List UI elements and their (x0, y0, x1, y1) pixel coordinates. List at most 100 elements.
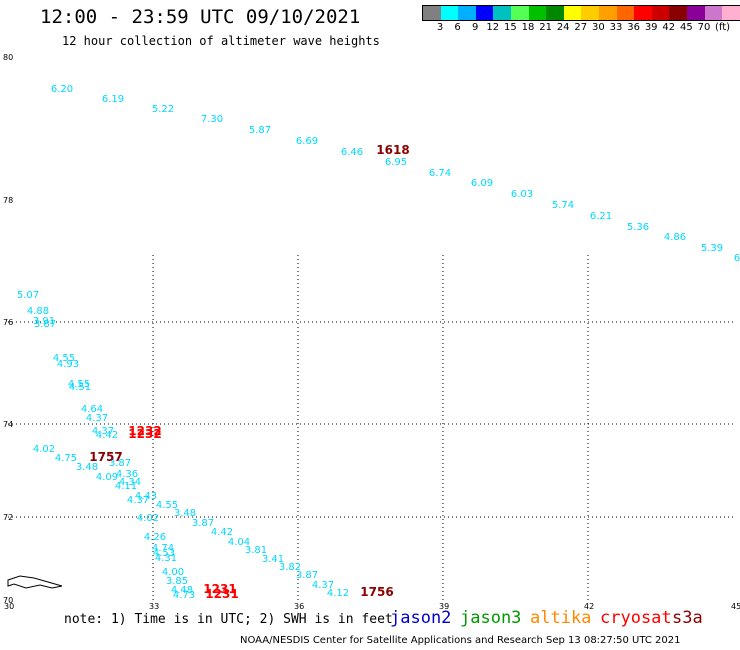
wave-height-label: 4.11 (115, 481, 137, 492)
wave-height-label: 4.55 (53, 353, 75, 364)
wave-height-label: 1231 (205, 587, 238, 601)
mission-legend-item: s3a (672, 608, 703, 628)
wave-height-label: 5.36 (627, 222, 649, 233)
wave-height-label: 6.09 (471, 178, 493, 189)
wave-height-label: 6.74 (429, 168, 451, 179)
credit-line: NOAA/NESDIS Center for Satellite Applica… (240, 635, 681, 646)
wave-height-label: 4.73 (173, 590, 195, 601)
colorbar-label: 45 (680, 22, 693, 33)
latitude-tick-label: 76 (3, 318, 13, 327)
colorbar-label: 12 (486, 22, 500, 33)
latitude-tick-label: 74 (3, 420, 13, 429)
colorbar-label: 21 (539, 22, 552, 33)
wave-height-label: 6.20 (51, 84, 73, 95)
wave-height-label: 4.37 (312, 580, 334, 591)
wave-height-label: 3.85 (166, 576, 188, 587)
wave-height-label: 3.87 (192, 518, 214, 529)
wave-height-label: 4.02 (33, 444, 55, 455)
wave-height-label: 5.74 (552, 200, 574, 211)
wave-height-label: 4.42 (211, 527, 233, 538)
wave-height-label: 4.00 (162, 567, 184, 578)
wave-height-label: 3.82 (279, 562, 301, 573)
wave-height-label: 3.87 (34, 319, 56, 330)
colorbar-label: 33 (609, 22, 623, 33)
colorbar-label: 42 (662, 22, 676, 33)
colorbar-swatch (423, 6, 441, 20)
wave-height-label: 4.37 (127, 495, 149, 506)
mission-legend-item: altika (530, 608, 592, 628)
colorbar-swatch (493, 6, 511, 20)
wave-height-label: 4.74 (152, 543, 174, 554)
wave-height-label: 3.87 (296, 570, 318, 581)
colorbar-swatch (704, 6, 723, 20)
wave-height-label: 4.86 (664, 232, 686, 243)
wave-height-label: 3.41 (262, 554, 284, 565)
grid-lines (8, 255, 735, 600)
wave-height-label: 1231 (203, 582, 236, 596)
colorbar-swatch (616, 6, 635, 20)
colorbar-swatch (458, 6, 476, 20)
colorbar-label: 9 (472, 22, 479, 33)
colorbar-label: 36 (627, 22, 640, 33)
wave-height-label: 1618 (376, 143, 409, 157)
longitude-tick-label: 39 (439, 602, 449, 611)
colorbar-swatch (440, 6, 459, 20)
wave-height-label: 7.30 (201, 114, 223, 125)
wave-height-label: 6.69 (296, 136, 318, 147)
longitude-labels: 30 33 36 39 42 45 (4, 602, 740, 611)
wave-height-label: 4.12 (327, 588, 349, 599)
wave-height-label: 1757 (89, 450, 122, 464)
colorbar-label: 27 (574, 22, 588, 33)
wave-height-label: 4.75 (55, 453, 77, 464)
wave-height-label: 4.88 (27, 306, 49, 317)
wave-height-label: 1232 (128, 427, 161, 441)
wave-height-label: 6.95 (385, 157, 407, 168)
wave-height-label: 4.37 (92, 426, 114, 437)
wave-height-label: 1756 (360, 585, 393, 599)
wave-height-label: 6 (734, 253, 740, 264)
longitude-tick-label: 33 (149, 602, 159, 611)
wave-height-label: 5.39 (701, 243, 723, 254)
wave-height-label: 6.19 (102, 94, 124, 105)
wave-height-label: 4.64 (81, 404, 103, 415)
colorbar-swatch (651, 6, 670, 20)
colorbar-swatch (528, 6, 547, 20)
wave-height-label: 4.42 (96, 430, 118, 441)
longitude-tick-label: 36 (294, 602, 304, 611)
colorbar-swatch (510, 6, 529, 20)
wave-height-label: 5.87 (249, 125, 271, 136)
wave-height-label: 5.22 (152, 104, 174, 115)
wave-height-label: 4.43 (135, 491, 157, 502)
colorbar-swatch (546, 6, 564, 20)
latitude-tick-label: 70 (3, 596, 13, 605)
latitude-tick-label: 80 (3, 53, 13, 62)
colorbar-label: 30 (592, 22, 605, 33)
colorbar-label: 3 (436, 22, 444, 33)
colorbar (422, 5, 740, 21)
wave-height-label: 1232 (128, 424, 161, 438)
latitude-labels: 80 78 76 74 72 70 (3, 53, 13, 605)
footnote: note: 1) Time is in UTC; 2) SWH is in fe… (64, 612, 393, 627)
wave-height-label: 4.34 (119, 477, 141, 488)
wave-height-label: 4.55 (68, 379, 90, 390)
wave-height-label: 5.07 (17, 290, 39, 301)
colorbar-swatch (686, 6, 705, 20)
mission-legend-item: jason2 (390, 608, 452, 628)
wave-height-label: 4.36 (116, 469, 138, 480)
colorbar-swatch (722, 6, 740, 20)
colorbar-swatch (598, 6, 617, 20)
coastline-shape (7, 575, 63, 589)
wave-height-label: 4.37 (86, 413, 108, 424)
colorbar-swatch (634, 6, 652, 20)
wave-height-label: 4.09 (96, 472, 118, 483)
wave-height-label: 4.48 (171, 585, 193, 596)
wave-height-label: 4.04 (228, 537, 250, 548)
latitude-tick-label: 78 (3, 196, 13, 205)
longitude-tick-label: 42 (584, 602, 594, 611)
wave-height-label: 3.91 (33, 316, 55, 327)
wave-height-label: 3.48 (76, 462, 98, 473)
map-title: 12:00 - 23:59 UTC 09/10/2021 (40, 6, 361, 28)
wave-height-label: 3.87 (109, 458, 131, 469)
